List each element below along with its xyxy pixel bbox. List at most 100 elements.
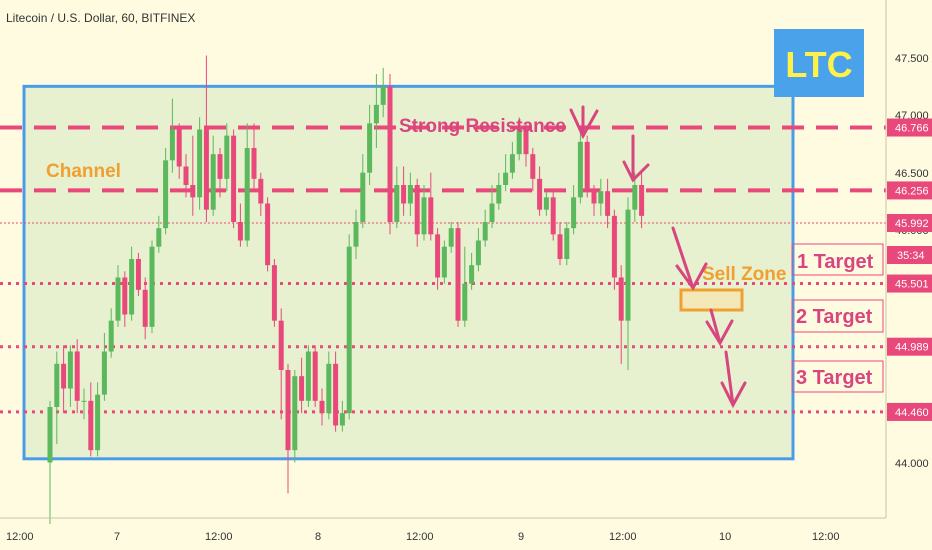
price-tag-label: 46.256: [895, 185, 929, 197]
candle-body: [135, 259, 141, 290]
x-tick-label: 12:00: [205, 531, 233, 543]
candle-body: [611, 215, 617, 278]
candle-body: [319, 400, 325, 414]
candle-body: [67, 351, 73, 389]
candle-body: [482, 222, 488, 241]
candle-body: [176, 129, 182, 167]
candle-body: [550, 197, 556, 235]
candle-body: [217, 154, 223, 179]
price-tag: [887, 274, 932, 293]
candle-body: [169, 129, 175, 161]
candle-body: [530, 154, 536, 179]
y-tick-label: 46.500: [895, 168, 929, 180]
candle-body: [414, 185, 420, 235]
candle-body: [509, 154, 515, 173]
ltc-badge: [774, 29, 864, 97]
candle-body: [190, 185, 196, 198]
candle-body: [81, 400, 87, 402]
candle-body: [88, 400, 94, 451]
candle-body: [428, 197, 434, 235]
sell-zone-box: [679, 288, 744, 312]
candle-body: [584, 141, 590, 192]
candle-body: [543, 197, 549, 210]
price-tags: 46.766 46.256 45.992 45.501 44.989 44.460: [887, 118, 932, 421]
candle-body: [537, 178, 543, 210]
strong-resistance-label: Strong Resistance: [399, 116, 566, 137]
price-tag-label: 44.460: [895, 407, 929, 419]
candle-body: [339, 413, 345, 426]
x-tick-label: 9: [518, 531, 524, 543]
candle-body: [469, 265, 475, 284]
candle-body: [258, 178, 264, 204]
candle-body: [183, 166, 189, 185]
price-tag: [887, 213, 932, 232]
candle-body: [115, 277, 121, 321]
candle-body: [285, 370, 291, 451]
candle-body: [333, 363, 339, 426]
candle-body: [142, 289, 148, 327]
price-axis: 47.500 47.000 46.500 46.000 44.000 46.76…: [0, 0, 932, 519]
candle-body: [475, 240, 481, 266]
candle-body: [632, 185, 638, 210]
candle-body: [292, 376, 298, 451]
candle-body: [407, 185, 413, 204]
candle-body: [598, 191, 604, 204]
ltc-badge-label: LTC: [785, 44, 852, 85]
candle-body: [203, 129, 209, 210]
x-tick-label: 12:00: [812, 531, 840, 543]
x-tick-label: 10: [719, 531, 731, 543]
candle-body: [149, 246, 155, 327]
candle-body: [156, 228, 162, 247]
price-tag-label: 45.992: [895, 218, 929, 230]
candle-body: [605, 191, 611, 216]
candle-body: [278, 320, 284, 370]
candle-body: [108, 320, 114, 352]
candle-body: [367, 123, 373, 173]
x-tick-label: 8: [315, 531, 321, 543]
target1-box: [791, 243, 884, 276]
candle-body: [61, 363, 67, 389]
candle-body: [122, 277, 128, 315]
chart-title: Litecoin / U.S. Dollar, 60, BITFINEX: [6, 11, 195, 25]
candle-body: [346, 246, 352, 414]
candle-body: [237, 222, 243, 241]
x-tick-label: 7: [114, 531, 120, 543]
candle-body: [74, 351, 80, 401]
candle-body: [163, 160, 169, 229]
candle-body: [557, 234, 563, 259]
target2-label: 2 Target: [796, 306, 873, 328]
sell-zone-label: Sell Zone: [702, 264, 786, 285]
countdown-label: 35:34: [897, 250, 925, 262]
candle-body: [271, 265, 277, 321]
x-tick-label: 12:00: [6, 531, 34, 543]
candle-body: [251, 148, 257, 179]
candle-body: [305, 351, 311, 401]
candle-body: [265, 203, 271, 266]
candle-body: [47, 407, 53, 463]
candle-body: [618, 277, 624, 321]
price-tag-label: 44.989: [895, 342, 929, 354]
candle-body: [441, 246, 447, 278]
candle-body: [516, 129, 522, 155]
price-tag: [887, 181, 932, 200]
channel-label: Channel: [46, 161, 121, 182]
price-tag-label: 45.501: [895, 279, 929, 291]
candle-body: [224, 135, 230, 179]
arrow-down-icon-3: [671, 226, 708, 291]
candle-body: [455, 228, 461, 321]
candles-layer: [47, 55, 645, 525]
candle-body: [231, 135, 237, 222]
candle-body: [625, 209, 631, 321]
candle-body: [564, 228, 570, 259]
candle-body: [462, 283, 468, 321]
price-tag: [887, 402, 932, 421]
candle-body: [197, 129, 203, 198]
candle-body: [326, 363, 332, 414]
candle-body: [639, 185, 645, 216]
candle-body: [312, 351, 318, 401]
candle-body: [299, 376, 305, 401]
candle-body: [129, 259, 135, 315]
arrow-down-icon-4: [705, 308, 734, 346]
